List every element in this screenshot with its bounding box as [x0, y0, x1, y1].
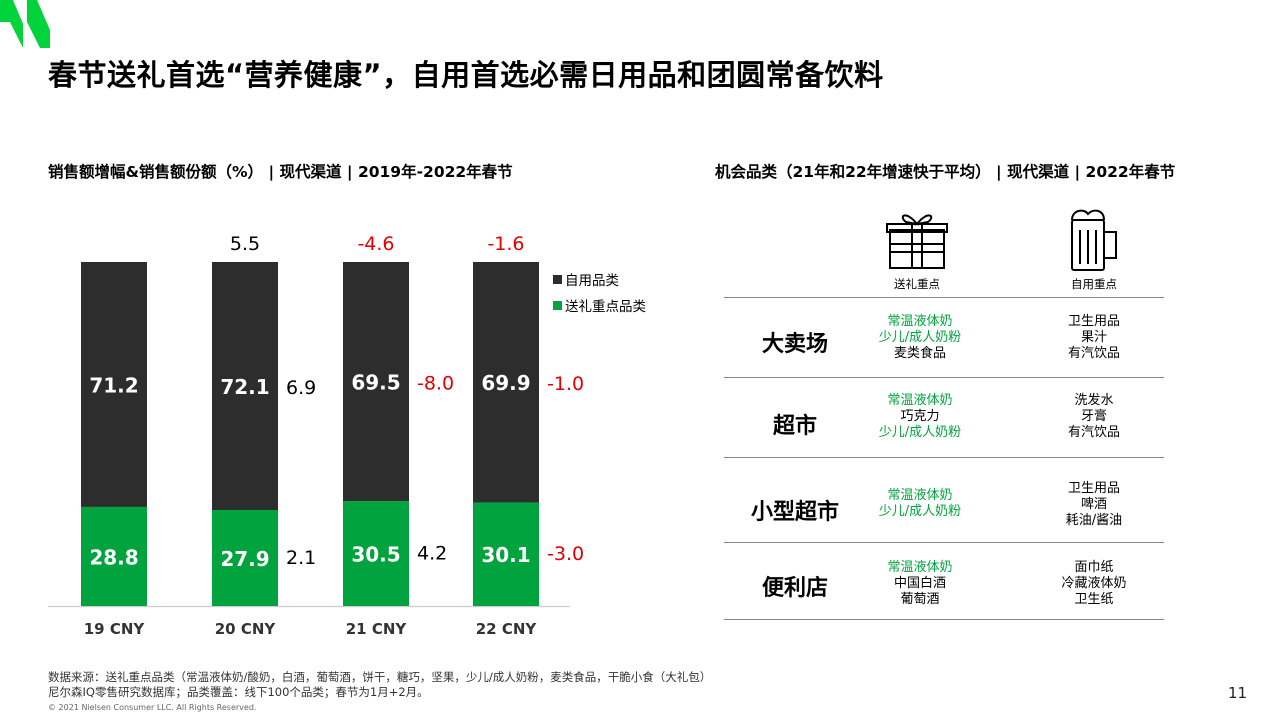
bar-own-use — [473, 262, 539, 503]
category-item: 巧克力 — [900, 409, 940, 424]
data-label-own: 69.9 — [481, 371, 530, 395]
table-rule — [724, 619, 1164, 621]
data-label-own: 69.5 — [351, 371, 400, 395]
channel-minimarket: 小型超市 — [750, 500, 839, 525]
category-item: 耗油/酱油 — [1065, 513, 1123, 528]
own-use-focus-label: 自用重点 — [1071, 277, 1117, 291]
x-tick-label: 21 CNY — [346, 620, 408, 638]
table-rule — [724, 297, 1164, 299]
legend-gift-label: 送礼重点品类 — [565, 299, 646, 315]
legend-own-swatch — [553, 274, 562, 284]
category-item: 少儿/成人奶粉 — [878, 330, 962, 345]
category-item: 少儿/成人奶粉 — [878, 504, 962, 519]
table-rule — [724, 377, 1164, 379]
total-growth-label: 5.5 — [230, 233, 260, 255]
own-cell-2: 卫生用品 啤酒 耗油/酱油 — [1024, 481, 1164, 529]
beer-mug-icon — [1064, 206, 1124, 278]
bar-gift — [212, 510, 278, 606]
data-label-gift: 30.1 — [481, 543, 530, 567]
category-item: 常温液体奶 — [887, 560, 953, 575]
data-label-own: 71.2 — [89, 373, 138, 397]
footnote-coverage: 尼尔森IQ零售研究数据库；品类覆盖：线下100个品类；春节为1月+2月。 — [48, 685, 429, 699]
data-label-gift: 27.9 — [220, 547, 269, 571]
category-item: 面巾纸 — [1074, 560, 1114, 575]
category-item: 常温液体奶 — [887, 488, 953, 503]
legend-gift: 送礼重点品类 — [553, 295, 646, 315]
channel-hypermarket: 大卖场 — [761, 332, 828, 357]
own-cell-1: 洗发水 牙膏 有汽饮品 — [1024, 393, 1164, 441]
bar-gift — [473, 502, 539, 606]
copyright: © 2021 Nielsen Consumer LLC. All Rights … — [48, 703, 257, 712]
own-cell-3: 面巾纸 冷藏液体奶 卫生纸 — [1024, 560, 1164, 608]
legend-own-label: 自用品类 — [565, 273, 619, 289]
total-growth-label: -4.6 — [357, 233, 394, 255]
gift-growth-label: 4.2 — [417, 543, 447, 565]
category-item: 果汁 — [1080, 330, 1107, 345]
own-growth-label: -8.0 — [417, 373, 454, 395]
legend-gift-swatch — [553, 300, 562, 310]
gift-cell-2: 常温液体奶 少儿/成人奶粉 — [850, 488, 990, 520]
gift-cell-0: 常温液体奶 少儿/成人奶粉 麦类食品 — [850, 314, 990, 362]
bar-gift — [81, 506, 147, 606]
data-label-gift: 30.5 — [351, 543, 400, 567]
stacked-bar-chart: 71.2 28.8 19 CNY 72.1 27.9 20 CNY 5.5 6.9 2.1 69.… — [48, 233, 584, 638]
category-item: 有汽饮品 — [1067, 425, 1120, 440]
table-subtitle: 机会品类（21年和22年增速快于平均） | 现代渠道 | 2022年春节 — [715, 163, 1176, 181]
category-item: 洗发水 — [1074, 393, 1114, 408]
channel-convenience: 便利店 — [761, 576, 828, 601]
x-tick-label: 20 CNY — [215, 620, 277, 638]
gift-growth-label: 2.1 — [286, 547, 316, 569]
page-number: 11 — [1228, 684, 1248, 702]
page-title: 春节送礼首选“营养健康”，自用首选必需日用品和团圆常备饮料 — [48, 58, 884, 92]
gift-focus-label: 送礼重点 — [894, 277, 940, 291]
category-item: 葡萄酒 — [900, 592, 940, 607]
bar-own-use — [343, 262, 409, 502]
category-item: 常温液体奶 — [887, 314, 953, 329]
data-label-gift: 28.8 — [89, 545, 138, 569]
own-growth-label: 6.9 — [286, 377, 316, 399]
category-item: 冷藏液体奶 — [1061, 576, 1127, 591]
gift-growth-label: -3.0 — [547, 543, 584, 565]
category-item: 牙膏 — [1080, 409, 1107, 424]
data-label-own: 72.1 — [220, 375, 269, 399]
x-tick-label: 19 CNY — [84, 620, 146, 638]
category-item: 少儿/成人奶粉 — [878, 425, 962, 440]
chart-subtitle: 销售额增幅&销售额份额（%） | 现代渠道 | 2019年-2022年春节 — [48, 163, 513, 181]
bar-own-use — [81, 262, 147, 507]
gift-icon — [886, 208, 948, 276]
bar-own-use — [212, 262, 278, 511]
own-growth-label: -1.0 — [547, 373, 584, 395]
category-item: 啤酒 — [1080, 497, 1107, 512]
channel-supermarket: 超市 — [772, 414, 817, 439]
category-item: 卫生用品 — [1067, 481, 1120, 496]
total-growth-label: -1.6 — [487, 233, 524, 255]
table-rule — [724, 542, 1164, 544]
footnote-source: 数据来源：送礼重点品类（常温液体奶/酸奶，白酒，葡萄酒，饼干，糖巧，坚果，少儿/… — [48, 670, 712, 684]
legend-own-use: 自用品类 — [553, 269, 619, 289]
gift-cell-3: 常温液体奶 中国白酒 葡萄酒 — [850, 560, 990, 608]
category-item: 常温液体奶 — [887, 393, 953, 408]
bar-gift — [343, 501, 409, 606]
gift-cell-1: 常温液体奶 巧克力 少儿/成人奶粉 — [850, 393, 990, 441]
category-item: 有汽饮品 — [1067, 346, 1120, 361]
nielsen-logo — [0, 0, 50, 48]
category-item: 卫生纸 — [1074, 592, 1114, 607]
category-item: 卫生用品 — [1067, 314, 1120, 329]
table-rule — [724, 457, 1164, 459]
own-cell-0: 卫生用品 果汁 有汽饮品 — [1024, 314, 1164, 362]
category-item: 麦类食品 — [893, 346, 946, 361]
category-item: 中国白酒 — [893, 576, 946, 591]
x-tick-label: 22 CNY — [476, 620, 538, 638]
